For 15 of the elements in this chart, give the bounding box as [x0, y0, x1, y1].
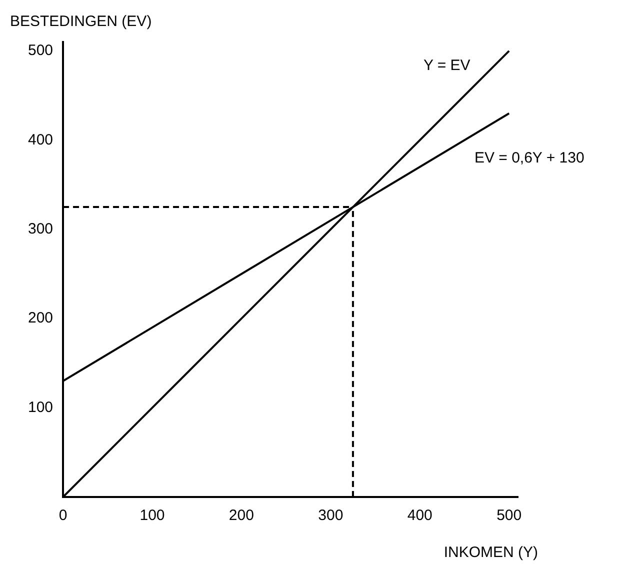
- x-tick-label: 400: [407, 507, 432, 524]
- x-tick-label: 100: [140, 507, 165, 524]
- x-tick-label: 500: [496, 507, 522, 524]
- annotation: Y = EV: [423, 56, 470, 74]
- annotation: EV = 0,6Y + 130: [474, 149, 584, 166]
- x-axis-title: INKOMEN (Y): [444, 544, 538, 562]
- y-tick-label: 400: [28, 131, 54, 148]
- y-tick-label: 300: [28, 220, 54, 238]
- x-tick-label: 200: [228, 507, 254, 524]
- x-tick-label: 300: [318, 507, 344, 524]
- y-axis-title: BESTEDINGEN (EV): [10, 13, 152, 30]
- y-tick-label: 100: [28, 398, 54, 416]
- y-tick-label: 500: [28, 42, 54, 60]
- x-tick-label: 0: [58, 507, 68, 524]
- y-tick-label: 200: [28, 310, 54, 327]
